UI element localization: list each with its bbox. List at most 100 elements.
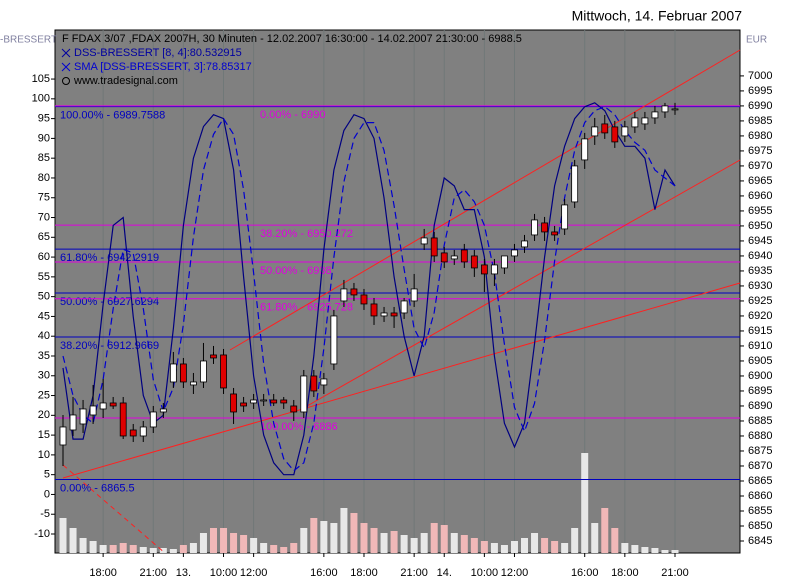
volume-bar: [330, 523, 338, 553]
y-tick-label: 5: [44, 469, 50, 481]
y2-tick-label: 6925: [748, 295, 772, 307]
candle-body: [641, 117, 649, 125]
candle-body: [390, 312, 398, 317]
candle-body: [430, 237, 438, 257]
volume-bar: [460, 535, 468, 553]
x-tick-label: 12:00: [501, 567, 529, 579]
volume-bar: [360, 523, 368, 553]
y-tick-label: 70: [38, 211, 50, 223]
volume-bar: [571, 528, 579, 553]
volume-bar: [59, 518, 67, 553]
candle-body: [119, 402, 127, 437]
y-tick-label: 95: [38, 113, 50, 125]
y2-tick-label: 6880: [748, 430, 772, 442]
candle-body: [59, 426, 67, 446]
x-tick-label: 21:00: [661, 567, 689, 579]
fib-label: 61.80% - 6925.728: [260, 302, 353, 314]
left-axis-label: -BRESSERT: [0, 35, 57, 46]
y2-tick-label: 6985: [748, 115, 772, 127]
candle-body: [300, 375, 308, 413]
candle-body: [340, 288, 348, 302]
volume-bar: [470, 538, 478, 553]
volume-bar: [189, 543, 197, 553]
volume-bar: [220, 528, 228, 553]
trendline: [62, 464, 166, 554]
y2-tick-label: 6890: [748, 400, 772, 412]
oscillator-line: [62, 102, 676, 476]
candle-body: [440, 252, 448, 263]
y-tick-label: 45: [38, 310, 50, 322]
header-line: F FDAX 3/07 ,FDAX 2007H, 30 Minuten - 12…: [62, 33, 522, 45]
volume-bar: [601, 508, 609, 553]
x-tick-label: 16:00: [571, 567, 599, 579]
y2-tick-label: 6860: [748, 490, 772, 502]
candle-body: [200, 360, 207, 383]
chart-title: Mittwoch, 14. Februar 2007: [572, 8, 743, 24]
fib-label: 0.00% - 6865.5: [60, 482, 135, 494]
x-tick-label: 21:00: [400, 567, 428, 579]
y2-tick-label: 6990: [748, 100, 772, 112]
candle-body: [380, 312, 388, 317]
y2-tick-label: 6845: [748, 535, 772, 547]
candle-body: [69, 414, 77, 431]
y-tick-label: 100: [32, 93, 50, 105]
y2-tick-label: 6915: [748, 325, 772, 337]
volume-bar: [450, 533, 458, 553]
volume-bar: [641, 547, 649, 553]
volume-bar: [240, 535, 248, 553]
candle-body: [581, 138, 589, 161]
volume-bar: [581, 453, 589, 553]
y2-tick-label: 6950: [748, 220, 772, 232]
volume-bar: [480, 541, 488, 553]
candle-body: [470, 255, 478, 269]
volume-bar: [119, 543, 127, 553]
y-tick-label: 75: [38, 192, 50, 204]
candle-body: [139, 426, 147, 437]
volume-bar: [69, 528, 77, 553]
candle-body: [571, 165, 579, 203]
volume-bar: [380, 533, 388, 553]
y-tick-label: 105: [32, 73, 50, 85]
candle-body: [220, 354, 227, 389]
fib-label: 100.00% - 6989.7588: [60, 110, 165, 122]
plot-area: [54, 29, 741, 554]
volume-bar: [230, 533, 238, 553]
fib-label: 38.20% - 6950.272: [260, 228, 353, 240]
volume-bar: [89, 541, 97, 553]
y2-tick-label: 6920: [748, 310, 772, 322]
y-tick-label: -5: [40, 508, 50, 520]
candle-body: [190, 381, 197, 386]
candle-body: [159, 408, 167, 413]
candle-body: [531, 219, 538, 236]
y-tick-label: -10: [34, 528, 50, 540]
volume-bar: [531, 533, 539, 553]
y-tick-label: 65: [38, 231, 50, 243]
candle-body: [89, 405, 97, 416]
trendlines: [62, 49, 741, 554]
volume-bar: [79, 538, 87, 553]
y-tick-label: 20: [38, 409, 50, 421]
candle-body: [370, 303, 378, 317]
volume-bar: [671, 550, 679, 553]
y2-tick-label: 6940: [748, 250, 772, 262]
candle-layer: [59, 102, 679, 466]
volume-bar: [561, 543, 569, 553]
y2-tick-label: 6980: [748, 130, 772, 142]
volume-bar: [500, 545, 508, 553]
legend-icon: [61, 62, 71, 72]
candle-body: [551, 231, 559, 236]
volume-bar: [149, 548, 157, 553]
volume-bar: [350, 513, 358, 553]
candle-body: [129, 429, 137, 437]
candle-body: [149, 411, 157, 428]
candle-body: [611, 126, 619, 143]
volume-bar: [490, 543, 498, 553]
y-tick-label: 60: [38, 251, 50, 263]
y-tick-label: 0: [44, 488, 50, 500]
candle-body: [360, 294, 368, 305]
volume-bar: [109, 545, 117, 553]
volume-bar: [661, 550, 669, 553]
y-tick-label: 85: [38, 152, 50, 164]
trendline: [229, 49, 741, 351]
